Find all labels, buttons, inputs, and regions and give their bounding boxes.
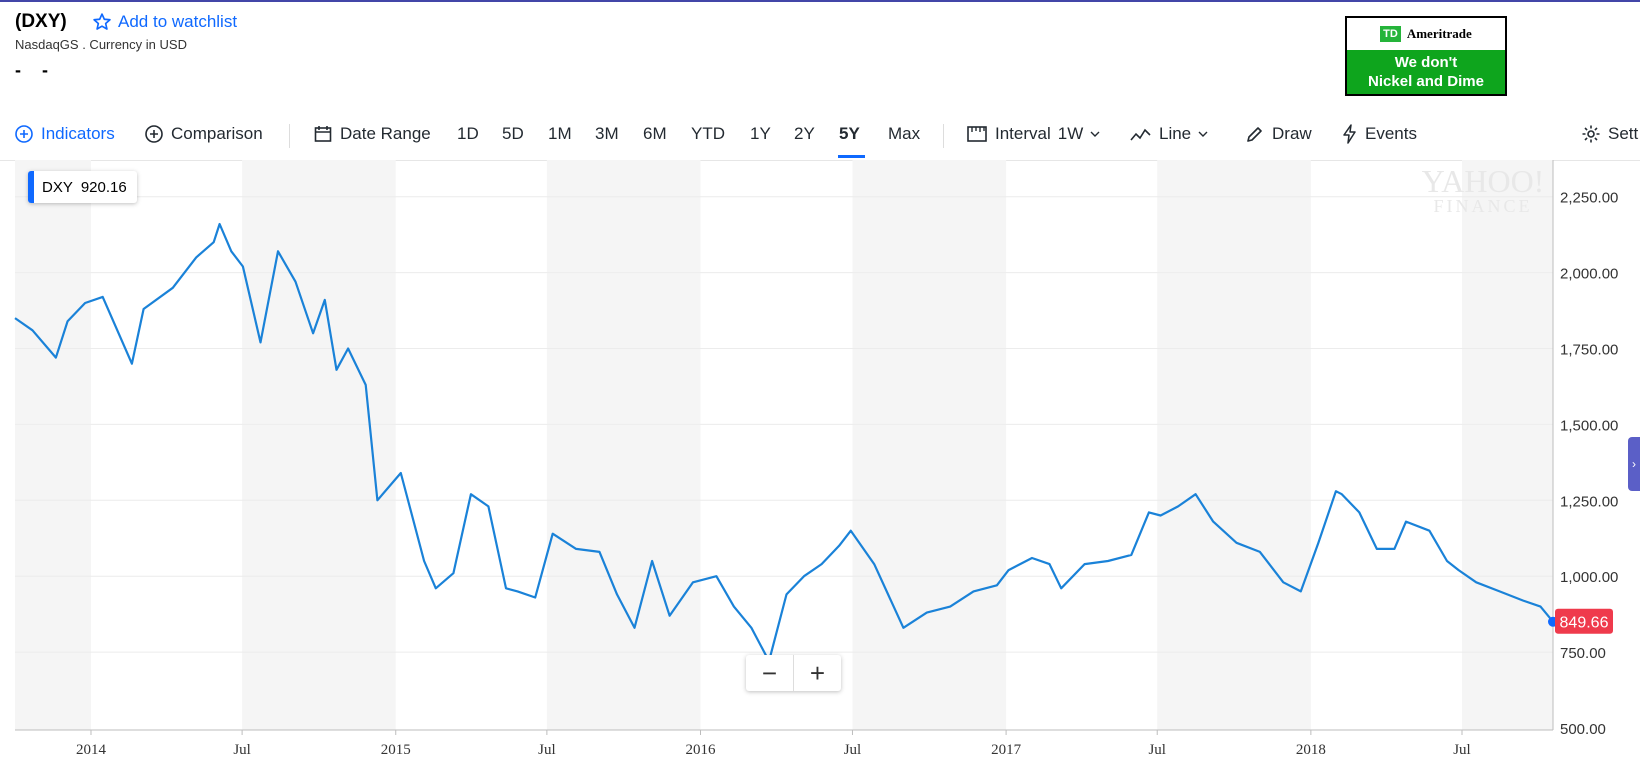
y-tick-label: 750.00 — [1560, 645, 1606, 662]
ruler-icon — [967, 126, 987, 142]
ad-line-2: Nickel and Dime — [1368, 73, 1484, 90]
series-legend[interactable]: DXY 920.16 — [28, 171, 137, 203]
zoom-in-button[interactable]: + — [809, 657, 826, 688]
star-icon — [93, 13, 111, 30]
y-tick-label: 500.00 — [1560, 721, 1606, 738]
events-label: Events — [1365, 124, 1417, 143]
series-line-dxy — [14, 222, 1554, 663]
ticker-symbol: (DXY) — [15, 11, 67, 32]
indicators-button[interactable]: Indicators — [14, 124, 115, 144]
range-ytd[interactable]: YTD — [691, 124, 725, 143]
selected-range-indicator — [838, 155, 865, 158]
gear-icon — [1582, 125, 1600, 143]
y-tick-label: 2,250.00 — [1560, 190, 1618, 207]
range-3m[interactable]: 3M — [595, 124, 619, 143]
toolbar-divider — [943, 124, 944, 148]
indicators-label: Indicators — [41, 124, 115, 143]
watermark-line-2: FINANCE — [1433, 196, 1532, 216]
y-tick-label: 1,750.00 — [1560, 342, 1618, 359]
chevron-down-icon — [1090, 131, 1100, 137]
comparison-button[interactable]: Comparison — [144, 124, 263, 144]
pencil-icon — [1247, 127, 1262, 142]
y-axis: 2,250.00 2,000.00 1,750.00 1,500.00 1,250.00… — [15, 160, 1618, 738]
legend-color-bar — [28, 171, 34, 203]
shaded-band-0 — [15, 160, 91, 730]
x-tick-label: 2017 — [991, 742, 1022, 758]
plus-circle-icon — [145, 125, 163, 143]
interval-label: Interval — [995, 124, 1051, 143]
chart-toolbar: Indicators Comparison Date Range 1D 5D 1… — [0, 118, 1640, 161]
shaded-band-4 — [1157, 160, 1311, 730]
exchange-info: NasdaqGS . Currency in USD — [15, 37, 187, 52]
date-range-label: Date Range — [340, 124, 431, 143]
shaded-period-bands — [15, 160, 1553, 730]
y-tick-label: 2,000.00 — [1560, 266, 1618, 283]
draw-label: Draw — [1272, 124, 1312, 143]
x-tick-label: Jul — [538, 742, 556, 758]
grid-lines — [15, 196, 1553, 653]
x-tick-label: 2018 — [1296, 742, 1326, 758]
ad-line-1: We don't — [1394, 54, 1458, 71]
draw-button[interactable]: Draw — [1245, 124, 1312, 144]
lightning-icon — [1343, 124, 1356, 144]
watermark-line-1: YAHOO! — [1422, 163, 1545, 199]
x-tick-label: 2015 — [381, 742, 411, 758]
toolbar-divider — [289, 124, 290, 148]
shaded-band-5 — [1461, 160, 1553, 730]
calendar-icon — [314, 126, 332, 142]
interval-value: 1W — [1057, 124, 1084, 143]
last-price-text: 849.66 — [1560, 615, 1609, 632]
zoom-out-button[interactable]: − — [746, 655, 794, 691]
range-1m[interactable]: 1M — [548, 124, 572, 143]
settings-label: Sett — [1608, 124, 1639, 143]
x-tick-label: Jul — [1148, 742, 1166, 758]
ad-banner[interactable]: TD Ameritrade We don't Nickel and Dime — [1345, 16, 1507, 96]
interval-dropdown[interactable]: Interval 1W — [966, 124, 1100, 144]
x-tick-label: 2014 — [76, 742, 107, 758]
range-1y[interactable]: 1Y — [750, 124, 771, 143]
td-logo: TD — [1380, 26, 1401, 42]
plus-circle-icon — [15, 125, 33, 143]
shaded-band-3 — [852, 160, 1007, 730]
price-chart[interactable]: YAHOO! FINANCE 2014 Jul 2015 Jul 2016 Jul 2017… — [0, 160, 1640, 770]
last-price-badge — [1555, 608, 1613, 634]
comparison-label: Comparison — [171, 124, 263, 143]
x-tick-label: 2016 — [686, 742, 717, 758]
range-1d[interactable]: 1D — [457, 124, 479, 143]
x-tick-label: Jul — [233, 742, 251, 758]
add-to-watchlist-button[interactable]: Add to watchlist — [92, 12, 237, 32]
shaded-band-2 — [546, 160, 701, 730]
events-button[interactable]: Events — [1342, 124, 1417, 144]
y-tick-label: 1,250.00 — [1560, 493, 1618, 510]
chart-type-dropdown[interactable]: Line — [1130, 124, 1208, 144]
x-tick-label: Jul — [844, 742, 862, 758]
current-price: - - — [15, 60, 56, 80]
y-tick-label: 1,500.00 — [1560, 417, 1618, 434]
chart-type-label: Line — [1159, 124, 1192, 143]
settings-button[interactable]: Sett — [1581, 124, 1638, 144]
range-5d[interactable]: 5D — [502, 124, 524, 143]
top-accent-line — [0, 0, 1640, 2]
legend-value: 920.16 — [80, 178, 127, 196]
range-2y[interactable]: 2Y — [794, 124, 815, 143]
last-price-tag: 849.66 — [1548, 608, 1613, 634]
shaded-band-1 — [242, 160, 396, 730]
zoom-controls: − + — [746, 655, 841, 691]
x-tick-label: Jul — [1453, 742, 1471, 758]
date-range-button[interactable]: Date Range — [313, 124, 431, 144]
watchlist-label: Add to watchlist — [118, 12, 238, 31]
x-axis: 2014 Jul 2015 Jul 2016 Jul 2017 Jul 2018 Jul — [76, 730, 1471, 758]
range-max[interactable]: Max — [888, 124, 921, 143]
chevron-down-icon — [1198, 131, 1208, 137]
ad-brand: Ameritrade — [1406, 26, 1472, 41]
range-6m[interactable]: 6M — [643, 124, 667, 143]
yahoo-finance-watermark: YAHOO! FINANCE — [1422, 163, 1545, 216]
line-chart-icon — [1130, 128, 1151, 141]
y-tick-label: 1,000.00 — [1560, 569, 1618, 586]
range-5y[interactable]: 5Y — [839, 124, 860, 143]
side-panel-toggle[interactable]: › — [1628, 437, 1640, 491]
legend-symbol: DXY — [42, 178, 73, 196]
